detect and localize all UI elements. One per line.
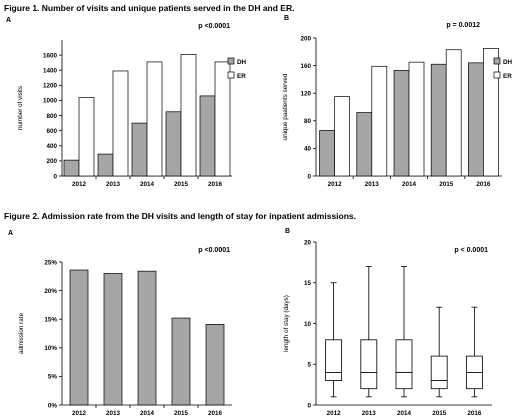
fig1a-legend-swatch-er [227, 71, 235, 79]
fig2b-p-value: p < 0.0001 [454, 247, 488, 254]
fig1b-bar-er [408, 61, 425, 177]
fig1a-legend-label-dh: DH [237, 59, 247, 66]
fig1a-y-tick-label: 1400 [43, 68, 58, 75]
fig1b-y-tick-label: 0 [307, 173, 311, 180]
fig1a-bar-er [180, 54, 197, 177]
fig1b-bar-dh [468, 62, 484, 177]
fig2a-y-tick-label: 0% [48, 402, 58, 409]
fig1b-bar-dh [356, 112, 373, 177]
figure1-title: Figure 1. Number of visits and unique pa… [4, 3, 295, 13]
fig2b-y-axis-label: length of stay (days) [283, 295, 290, 352]
fig2a-x-tick-label: 2014 [140, 410, 155, 417]
fig1b-y-tick-label: 80 [304, 118, 312, 125]
fig1b-bar-dh [393, 70, 410, 177]
fig1a-p-value: p <0.0001 [198, 23, 230, 30]
fig1a-y-tick-label: 1600 [43, 52, 58, 59]
fig1b-y-tick-label: 200 [300, 35, 311, 42]
fig1a-bar-dh [131, 122, 148, 177]
fig1b-legend-swatch-er [493, 71, 501, 79]
fig2a-y-tick-label: 10% [44, 345, 57, 352]
fig2a-y-tick-label: 15% [44, 317, 57, 324]
fig1b-y-tick-label: 160 [300, 63, 311, 70]
fig1a-y-tick-label: 400 [46, 143, 57, 150]
fig1a-panel-letter: A [6, 17, 11, 24]
fig2a-y-tick-label: 5% [48, 374, 58, 381]
fig1b-y-tick-label: 120 [300, 91, 311, 98]
fig2b-box [430, 355, 448, 390]
fig2b-y-tick-label: 10 [304, 321, 312, 328]
fig1b-x-tick-label: 2013 [365, 181, 380, 188]
fig2a-bar [69, 269, 89, 406]
fig2b-x-tick-label: 2014 [397, 410, 412, 417]
fig1a-x-tick-label: 2013 [106, 181, 121, 188]
fig1b-y-axis-label: unique paatients served [282, 73, 289, 140]
fig2b-x-tick-label: 2015 [432, 410, 447, 417]
fig2b-y-tick-label: 0 [307, 402, 311, 409]
fig1a-bar-dh [97, 153, 114, 177]
fig1b-bar-dh [319, 130, 335, 177]
fig2b-x-tick-label: 2012 [327, 410, 342, 417]
fig1a-bar-dh [165, 111, 182, 177]
fig1a-bar-er [78, 97, 95, 177]
fig1b-x-tick-label: 2015 [439, 181, 454, 188]
fig2b-y-tick-label: 15 [304, 280, 312, 287]
fig2a-bar [137, 270, 157, 406]
fig1a-x-tick-label: 2016 [208, 181, 223, 188]
fig1a-y-axis-label: number of visits [17, 86, 24, 130]
fig2b-panel-letter: B [285, 228, 290, 235]
fig1a-x-tick-label: 2014 [140, 181, 155, 188]
fig2b-box [325, 339, 343, 381]
fig1b-bar-er [371, 65, 388, 177]
fig1a-y-tick-label: 1000 [43, 98, 58, 105]
fig2a-x-tick-label: 2012 [72, 410, 87, 417]
fig1a-y-tick-label: 0 [53, 173, 57, 180]
fig2a-bar [171, 317, 191, 406]
fig1a-bar-er [112, 70, 129, 177]
fig2a-panel-letter: A [8, 230, 13, 237]
fig1b-bar-er [483, 47, 499, 177]
fig1a-y-tick-label: 800 [46, 113, 57, 120]
fig2a-y-axis-label: admission rate [18, 313, 25, 354]
fig1a-x-tick-label: 2012 [72, 181, 87, 188]
fig1b-x-tick-label: 2014 [402, 181, 417, 188]
fig1b-y-tick-label: 40 [304, 146, 312, 153]
fig1a-y-tick-label: 200 [46, 158, 57, 165]
fig1b-p-value: p = 0.0012 [446, 22, 480, 29]
fig1a-x-tick-label: 2015 [174, 181, 189, 188]
fig2a-bar [205, 323, 225, 406]
fig1a-y-tick-label: 1200 [43, 83, 58, 90]
fig2b-box [360, 339, 378, 390]
fig1a-y-tick-label: 600 [46, 128, 57, 135]
fig2b-x-tick-label: 2016 [467, 410, 482, 417]
fig1b-legend-swatch-dh [493, 57, 501, 65]
fig1b-legend-label-er: ER [503, 73, 512, 80]
fig2a-y-tick-label: 25% [44, 259, 57, 266]
fig1b-bar-dh [430, 63, 447, 177]
fig2b-y-tick-label: 5 [307, 362, 311, 369]
fig1a-bar-er [146, 61, 163, 177]
fig1a-bar-dh [199, 95, 216, 177]
fig2a-x-tick-label: 2013 [106, 410, 121, 417]
fig1a-bar-er [214, 61, 231, 177]
fig2a-bar [103, 273, 123, 406]
fig2a-x-tick-label: 2016 [208, 410, 223, 417]
fig2b-x-tick-label: 2013 [362, 410, 377, 417]
fig1b-bar-er [334, 96, 350, 177]
fig1a-bar-dh [63, 159, 80, 177]
figure2-title: Figure 2. Admission rate from the DH vis… [4, 211, 357, 221]
fig1b-legend-label-dh: DH [503, 59, 513, 66]
fig2a-y-tick-label: 20% [44, 288, 57, 295]
fig1b-panel-letter: B [284, 15, 289, 22]
fig2a-p-value: p <0.0001 [198, 247, 230, 254]
fig1b-x-tick-label: 2016 [476, 181, 491, 188]
fig1b-bar-er [445, 49, 462, 177]
fig2b-box [395, 339, 413, 390]
fig1a-legend-label-er: ER [237, 73, 246, 80]
fig2b-y-tick-label: 20 [304, 239, 312, 246]
fig1b-x-tick-label: 2012 [328, 181, 343, 188]
fig1a-legend-swatch-dh [227, 57, 235, 65]
fig2a-x-tick-label: 2015 [174, 410, 189, 417]
